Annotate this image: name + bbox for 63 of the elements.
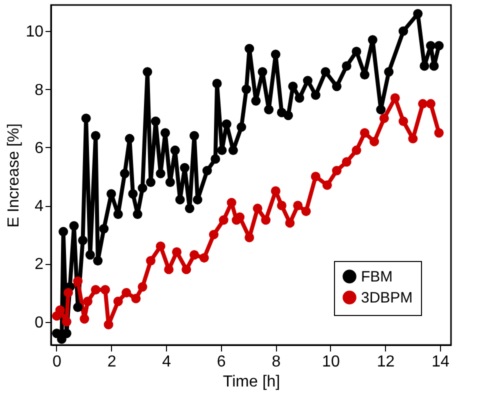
x-tick-label: 12 bbox=[376, 354, 395, 370]
y-tick-label: 4 bbox=[34, 198, 44, 216]
legend-label: FBM bbox=[361, 268, 393, 286]
point bbox=[270, 186, 280, 196]
point bbox=[235, 212, 245, 222]
y-tick-label: 10 bbox=[26, 24, 44, 41]
y-tick-label: 2 bbox=[34, 256, 44, 274]
point bbox=[73, 276, 83, 286]
point bbox=[208, 230, 218, 240]
point bbox=[82, 296, 92, 306]
point bbox=[190, 250, 200, 260]
point bbox=[301, 206, 311, 216]
point bbox=[218, 215, 228, 225]
point bbox=[322, 180, 332, 190]
y-tick-label: 6 bbox=[34, 140, 44, 157]
point bbox=[104, 320, 114, 330]
point bbox=[138, 282, 148, 292]
point bbox=[64, 288, 74, 298]
point bbox=[252, 204, 262, 214]
point bbox=[122, 288, 132, 298]
point bbox=[90, 285, 100, 295]
point bbox=[310, 172, 320, 182]
x-tick-label: 6 bbox=[216, 354, 226, 370]
x-tick-label: 10 bbox=[322, 354, 340, 370]
point bbox=[352, 146, 362, 156]
x-tick-label: 0 bbox=[52, 354, 62, 370]
point bbox=[408, 134, 418, 144]
point bbox=[199, 253, 209, 263]
point bbox=[293, 200, 303, 210]
x-tick-label: 14 bbox=[432, 354, 450, 370]
point bbox=[342, 157, 352, 167]
point bbox=[172, 247, 182, 257]
point bbox=[226, 198, 236, 208]
point bbox=[379, 114, 389, 124]
y-tick-label: 8 bbox=[34, 82, 44, 99]
x-tick-label: 2 bbox=[107, 354, 116, 370]
point bbox=[285, 218, 295, 228]
point bbox=[244, 232, 254, 242]
point bbox=[164, 264, 174, 274]
point bbox=[261, 215, 271, 225]
point bbox=[276, 200, 286, 210]
point bbox=[80, 314, 90, 324]
point bbox=[62, 317, 72, 326]
x-axis-title: Time [h] bbox=[222, 374, 280, 390]
y-tick-label: 0 bbox=[34, 314, 44, 332]
point bbox=[332, 166, 342, 176]
point bbox=[398, 116, 408, 126]
point bbox=[100, 285, 110, 295]
point bbox=[182, 264, 192, 274]
point bbox=[156, 241, 166, 251]
x-tick-label: 4 bbox=[162, 354, 172, 370]
legend-label: 3DBPM bbox=[361, 290, 413, 306]
point bbox=[113, 296, 123, 306]
y-axis-title: E Increase [%] bbox=[6, 123, 23, 228]
point bbox=[418, 99, 428, 109]
point bbox=[131, 294, 141, 304]
point bbox=[146, 256, 156, 266]
point bbox=[360, 128, 370, 138]
point bbox=[426, 99, 436, 109]
point bbox=[370, 136, 380, 146]
x-tick-label: 8 bbox=[272, 354, 281, 370]
point bbox=[434, 128, 444, 138]
point bbox=[390, 93, 400, 103]
